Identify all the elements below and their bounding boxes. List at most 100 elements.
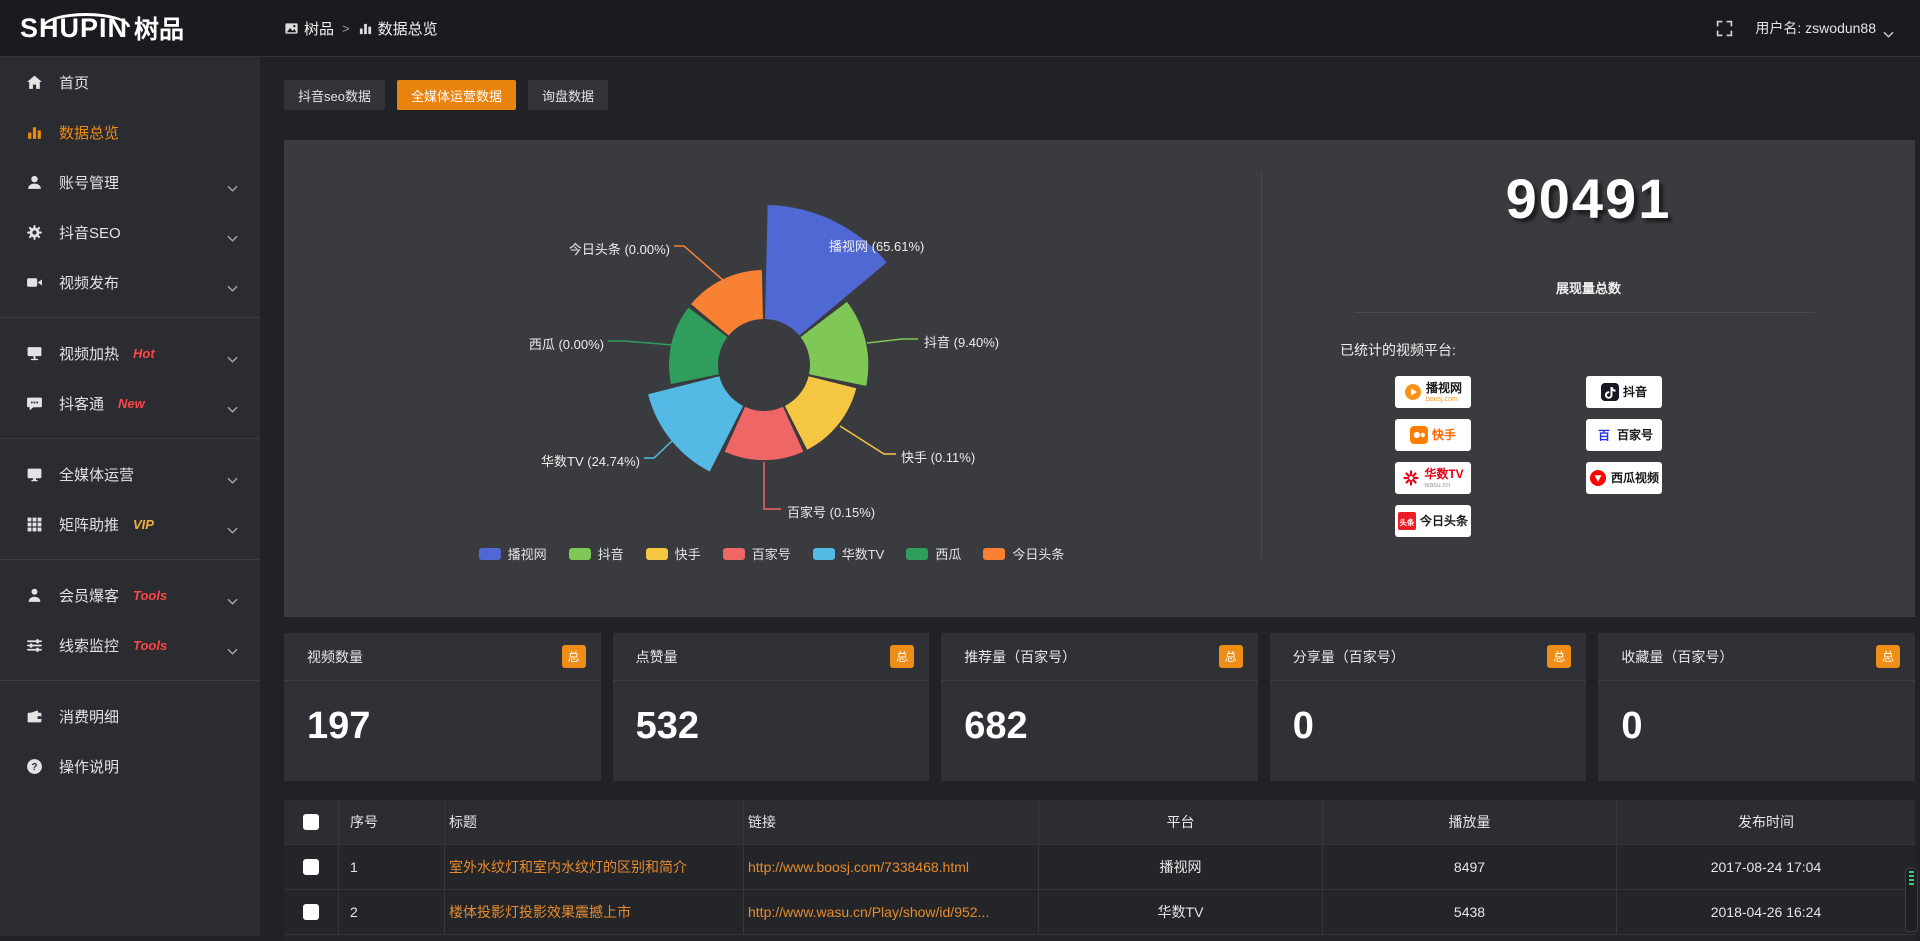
member-icon <box>26 587 43 604</box>
pie-slice-1[interactable] <box>765 205 887 335</box>
legend-item-3[interactable]: 快手 <box>646 544 701 563</box>
chevron-down-icon <box>227 229 238 236</box>
total-badge: 总 <box>562 645 586 668</box>
tab-1[interactable]: 抖音seo数据 <box>284 80 385 110</box>
column-header-5: 播放量 <box>1323 800 1617 844</box>
boosj-play-icon <box>1404 383 1422 401</box>
platform-name: 抖音 <box>1623 386 1647 398</box>
chart-legend: 播视网 抖音 快手 百家号 华数TV 西瓜 今日头条 <box>284 544 1259 563</box>
cell-time: 2018-04-26 16:24 <box>1617 890 1915 934</box>
platform-name: 播视网 <box>1426 382 1462 394</box>
sidebar-item-5[interactable]: 视频发布 <box>0 257 260 307</box>
cell-plays: 8497 <box>1323 845 1617 889</box>
sidebar-tag: Tools <box>133 638 167 653</box>
sidebar-item-4[interactable]: 抖音SEO <box>0 207 260 257</box>
tab-2[interactable]: 全媒体运营数据 <box>397 80 516 110</box>
video-title-link[interactable]: 楼体投影灯投影效果震撼上市 <box>449 902 631 922</box>
video-title-link[interactable]: 室外水纹灯和室内水纹灯的区别和简介 <box>449 857 687 877</box>
legend-item-5[interactable]: 华数TV <box>813 544 885 563</box>
monitor-icon <box>26 466 43 483</box>
pie-label-4: 百家号 (0.15%) <box>787 502 875 521</box>
svg-text:?: ? <box>31 762 37 773</box>
video-camera-icon <box>26 274 43 291</box>
select-all-checkbox[interactable] <box>303 814 319 830</box>
fullscreen-icon[interactable] <box>1716 20 1733 37</box>
legend-item-6[interactable]: 西瓜 <box>906 544 961 563</box>
sidebar-item-13[interactable]: ?操作说明 <box>0 741 260 791</box>
legend-item-7[interactable]: 今日头条 <box>983 544 1064 563</box>
legend-label: 快手 <box>675 544 701 563</box>
breadcrumb-current[interactable]: 数据总览 <box>358 18 438 39</box>
sidebar-item-label: 会员爆客 <box>59 585 119 606</box>
sliders-icon <box>26 637 43 654</box>
sidebar-tag: Tools <box>133 588 167 603</box>
breadcrumb-home-label: 树品 <box>304 18 334 39</box>
user-icon <box>26 174 43 191</box>
cell-index: 1 <box>339 845 445 889</box>
sidebar-item-label: 线索监控 <box>59 635 119 656</box>
app-logo: SHUPIN 树品 <box>0 10 260 46</box>
pie-slice-5[interactable] <box>648 376 743 471</box>
sidebar-item-3[interactable]: 账号管理 <box>0 157 260 207</box>
chevron-down-icon <box>227 592 238 599</box>
cell-platform: 播视网 <box>1039 845 1323 889</box>
chevron-down-icon <box>227 179 238 186</box>
legend-item-1[interactable]: 播视网 <box>479 544 547 563</box>
table-header-row: 序号标题链接平台播放量发布时间 <box>284 800 1915 845</box>
sidebar-item-11[interactable]: 线索监控 Tools <box>0 620 260 670</box>
sidebar-item-10[interactable]: 会员爆客 Tools <box>0 570 260 620</box>
legend-item-4[interactable]: 百家号 <box>723 544 791 563</box>
sidebar-item-2[interactable]: 数据总览 <box>0 107 260 157</box>
column-header-1: 序号 <box>339 800 445 844</box>
video-url-link[interactable]: http://www.boosj.com/7338468.html <box>748 859 969 875</box>
row-checkbox[interactable] <box>303 904 319 920</box>
row-checkbox[interactable] <box>303 859 319 875</box>
chevron-down-icon <box>227 400 238 407</box>
cell-plays: 5438 <box>1323 890 1617 934</box>
logo-text-cn: 树品 <box>134 10 184 46</box>
sidebar-divider <box>0 559 260 560</box>
sidebar-tag: New <box>118 396 145 411</box>
platform-badge-6: 西瓜视频 <box>1586 462 1662 494</box>
question-icon: ? <box>26 758 43 775</box>
scrollbar[interactable] <box>1905 868 1918 932</box>
pie-label-5: 华数TV (24.74%) <box>541 451 640 470</box>
sidebar-item-12[interactable]: 消费明细 <box>0 691 260 741</box>
tab-3[interactable]: 询盘数据 <box>528 80 608 110</box>
data-tabs: 抖音seo数据全媒体运营数据询盘数据 <box>284 80 1896 110</box>
video-url-link[interactable]: http://www.wasu.cn/Play/show/id/952... <box>748 904 989 920</box>
chevron-down-icon <box>227 521 238 528</box>
card-title: 视频数量 <box>307 647 363 667</box>
breadcrumb: 树品 > 数据总览 <box>260 18 438 39</box>
card-value: 197 <box>284 681 601 748</box>
card-title: 分享量（百家号） <box>1293 647 1405 667</box>
sidebar-item-1[interactable]: 首页 <box>0 57 260 107</box>
cell-time: 2017-08-24 17:04 <box>1617 845 1915 889</box>
legend-chip <box>479 548 501 560</box>
legend-chip <box>723 548 745 560</box>
legend-chip <box>813 548 835 560</box>
sidebar-item-8[interactable]: 全媒体运营 <box>0 449 260 499</box>
platform-name: 今日头条 <box>1420 515 1468 527</box>
douyin-note-icon <box>1601 383 1619 401</box>
baijiahao-icon: 百 <box>1595 426 1613 444</box>
user-menu[interactable]: 用户名: zswodun88 <box>1755 18 1894 38</box>
legend-item-2[interactable]: 抖音 <box>569 544 624 563</box>
sidebar-item-label: 矩阵助推 <box>59 514 119 535</box>
pie-label-line <box>608 341 673 345</box>
breadcrumb-home[interactable]: 树品 <box>284 18 334 39</box>
sidebar-item-label: 消费明细 <box>59 706 119 727</box>
wasu-star-icon <box>1402 469 1420 487</box>
card-title: 点赞量 <box>636 647 678 667</box>
legend-chip <box>569 548 591 560</box>
